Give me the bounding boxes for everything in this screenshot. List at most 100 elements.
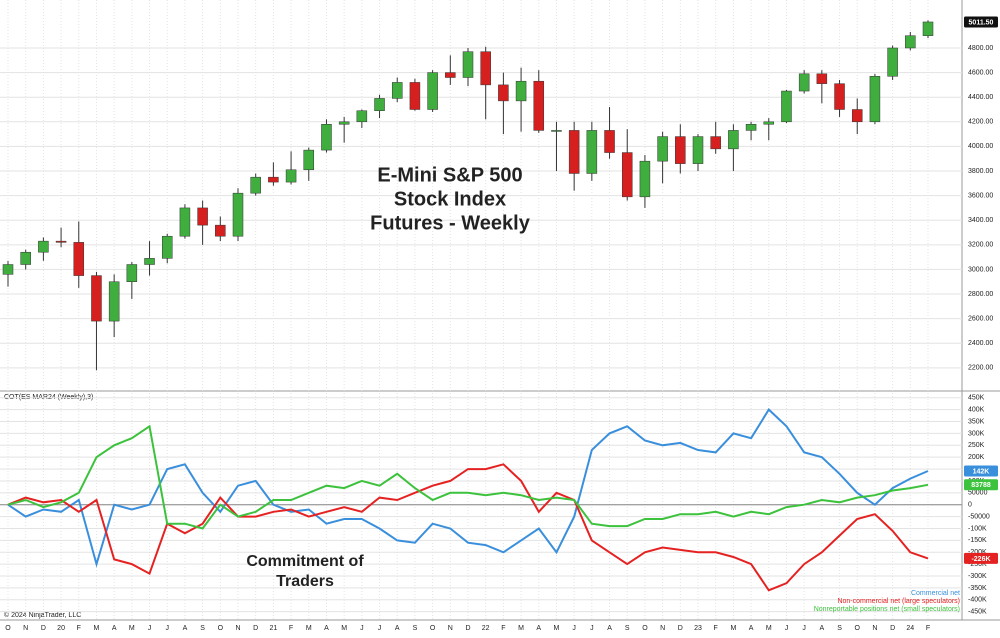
candle-body	[621, 152, 633, 198]
candle-body	[232, 192, 244, 237]
y-tick-label: 4800.00	[968, 45, 993, 52]
candle-body	[427, 72, 438, 110]
x-tick-label: A	[112, 625, 117, 632]
x-tick-label: O	[430, 625, 436, 632]
x-tick-label: M	[94, 625, 100, 632]
candle-body	[391, 82, 403, 99]
candle-body	[816, 73, 828, 84]
last-value-label: 83788	[971, 482, 991, 489]
candle-body	[285, 169, 297, 183]
x-tick-label: N	[660, 625, 665, 632]
y-tick-label: 250K	[968, 442, 985, 449]
x-tick-label: N	[448, 625, 453, 632]
candle-body	[374, 98, 385, 111]
candle-body	[215, 224, 226, 237]
candle-body	[869, 76, 881, 123]
x-tick-label: J	[148, 625, 152, 632]
candle-body	[2, 264, 14, 275]
candle-body	[692, 136, 704, 164]
candle-body	[38, 240, 49, 253]
x-tick-label: A	[607, 625, 612, 632]
y-tick-label: 350K	[968, 418, 985, 425]
x-tick-label: D	[253, 625, 258, 632]
x-tick-label: N	[23, 625, 28, 632]
y-tick-label: 50000	[968, 490, 988, 497]
last-value-label-bg	[964, 465, 998, 477]
candle-body	[639, 160, 651, 198]
candle-body	[604, 130, 615, 153]
candle-body	[834, 83, 845, 110]
y-tick-label: 3000.00	[968, 266, 993, 273]
x-tick-label: S	[413, 625, 418, 632]
candle-body	[728, 130, 739, 150]
x-tick-label: M	[341, 625, 347, 632]
copyright: © 2024 NinjaTrader, LLC	[4, 611, 81, 619]
x-tick-label: F	[926, 625, 930, 632]
x-tick-label: F	[77, 625, 81, 632]
y-tick-label: 3600.00	[968, 192, 993, 199]
candle-body	[675, 136, 686, 164]
candle-body	[197, 207, 208, 226]
x-tick-label: M	[766, 625, 772, 632]
annotation: Traders	[276, 573, 334, 590]
x-tick-label: F	[714, 625, 718, 632]
last-value-label: 142K	[973, 468, 990, 475]
candle-body	[533, 80, 545, 131]
x-tick-label: A	[324, 625, 329, 632]
candle-body	[55, 240, 67, 243]
x-tick-label: J	[590, 625, 594, 632]
y-tick-label: 400K	[968, 406, 985, 413]
candle-body	[108, 281, 120, 322]
legend-entry: Commercial net	[911, 590, 960, 597]
y-tick-label: 4400.00	[968, 94, 993, 101]
x-tick-label: N	[235, 625, 240, 632]
y-tick-label: 2400.00	[968, 340, 993, 347]
candle-body	[338, 121, 350, 125]
y-tick-label: 0	[968, 502, 972, 509]
x-tick-label: M	[306, 625, 312, 632]
candle-body	[462, 51, 474, 78]
x-tick-label: S	[837, 625, 842, 632]
candle-body	[763, 121, 775, 125]
x-tick-label: M	[554, 625, 560, 632]
y-tick-label: 2600.00	[968, 315, 993, 322]
x-tick-label: 20	[57, 625, 65, 632]
candle-body	[179, 207, 191, 237]
candle-body	[126, 264, 138, 282]
candle-body	[91, 275, 102, 322]
candle-body	[887, 47, 898, 77]
x-tick-label: 24	[906, 625, 914, 632]
x-tick-label: M	[129, 625, 135, 632]
candle-body	[851, 109, 863, 123]
candle-body	[745, 124, 757, 131]
y-tick-label: 450K	[968, 395, 985, 402]
x-tick-label: O	[855, 625, 861, 632]
candle-body	[144, 258, 155, 265]
x-tick-label: A	[749, 625, 754, 632]
candle-body	[20, 251, 31, 265]
x-tick-label: F	[501, 625, 505, 632]
candle-body	[551, 130, 562, 132]
candle-body	[710, 136, 721, 150]
y-tick-label: -150K	[968, 537, 987, 544]
y-tick-label: -250K	[968, 561, 987, 568]
candle-body	[586, 130, 598, 174]
x-tick-label: O	[642, 625, 648, 632]
candle-body	[781, 90, 792, 123]
candle-body	[568, 130, 580, 174]
legend-entry: Non-commercial net (large speculators)	[837, 598, 960, 605]
y-tick-label: -100K	[968, 525, 987, 532]
x-tick-label: S	[625, 625, 630, 632]
candle-body	[161, 235, 173, 259]
legend-entry: Nonreportable positions net (small specu…	[814, 606, 960, 613]
y-tick-label: 2800.00	[968, 291, 993, 298]
y-tick-label: 300K	[968, 430, 985, 437]
x-tick-label: O	[218, 625, 224, 632]
y-tick-label: 4200.00	[968, 119, 993, 126]
annotation: Futures - Weekly	[370, 212, 531, 234]
candle-body	[250, 176, 261, 194]
x-tick-label: A	[536, 625, 541, 632]
annotation: Commitment of	[246, 553, 364, 570]
y-tick-label: -400K	[968, 597, 987, 604]
